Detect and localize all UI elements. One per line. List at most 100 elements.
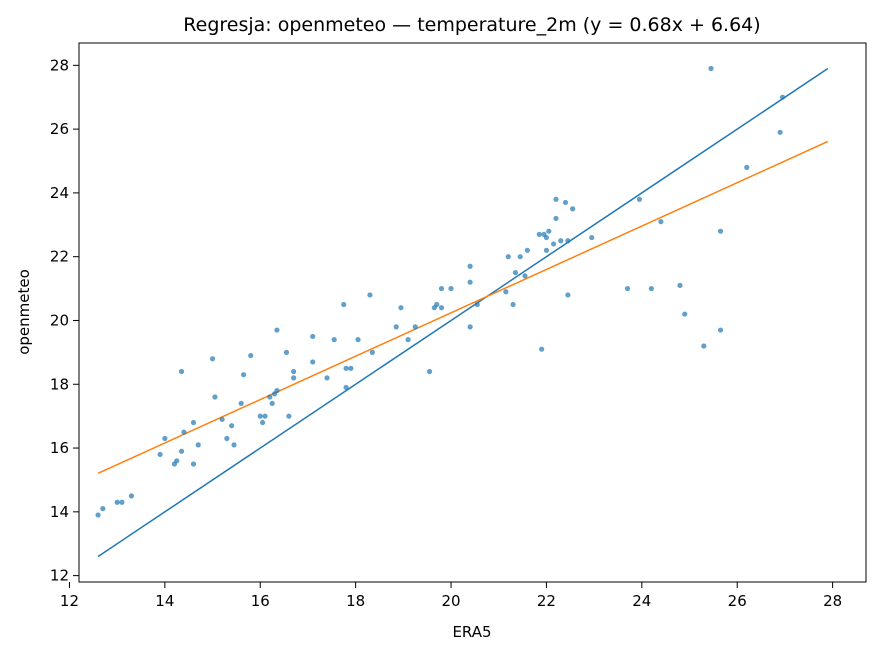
x-tick-label: 26 xyxy=(728,592,747,610)
scatter-point xyxy=(553,215,559,222)
scatter-point xyxy=(405,337,411,343)
scatter-point xyxy=(448,285,454,292)
scatter-point xyxy=(522,273,528,279)
scatter-point xyxy=(393,324,399,330)
scatter-point xyxy=(219,416,225,422)
scatter-point xyxy=(355,337,361,343)
scatter-point xyxy=(343,384,349,391)
scatter-point xyxy=(262,413,268,419)
scatter-point xyxy=(510,301,516,308)
scatter-point xyxy=(274,388,280,394)
scatter-point xyxy=(95,512,101,518)
scatter-point xyxy=(701,343,707,349)
scatter-point xyxy=(324,375,330,381)
scatter-point xyxy=(543,247,550,253)
scatter-point xyxy=(190,419,197,426)
scatter-point xyxy=(128,493,135,499)
scatter-point xyxy=(546,228,552,234)
y-tick-label: 18 xyxy=(50,375,69,393)
x-tick-label: 12 xyxy=(60,592,79,610)
plot-area xyxy=(95,65,829,558)
scatter-point xyxy=(434,301,440,308)
scatter-point xyxy=(438,285,445,292)
scatter-point xyxy=(777,129,783,135)
scatter-point xyxy=(636,196,643,202)
y-tick-label: 24 xyxy=(50,184,69,202)
scatter-point xyxy=(524,247,530,253)
scatter-point xyxy=(257,413,263,419)
scatter-point xyxy=(677,282,683,288)
scatter-point xyxy=(100,506,106,512)
y-axis-label: openmeteo xyxy=(15,269,33,355)
scatter-point xyxy=(260,419,266,426)
scatter-point xyxy=(181,429,187,435)
scatter-point xyxy=(190,461,197,467)
scatter-point xyxy=(240,372,247,378)
x-tick-label: 24 xyxy=(632,592,651,610)
scatter-point xyxy=(550,241,557,247)
scatter-point xyxy=(209,356,216,362)
scatter-point xyxy=(543,234,550,241)
scatter-point xyxy=(331,337,337,343)
scatter-point xyxy=(505,254,511,260)
scatter-point xyxy=(310,333,316,340)
scatter-point xyxy=(565,292,571,298)
scatter-point xyxy=(229,423,235,429)
scatter-point xyxy=(717,327,724,333)
identity-line xyxy=(97,67,829,558)
scatter-point xyxy=(474,301,480,308)
y-tick-label: 28 xyxy=(50,56,69,74)
scatter-point xyxy=(157,451,163,458)
scatter-point xyxy=(517,254,523,260)
scatter-point xyxy=(779,94,786,100)
x-axis-label: ERA5 xyxy=(452,623,491,641)
x-tick-label: 16 xyxy=(251,592,270,610)
regression-line xyxy=(97,140,829,474)
scatter-point xyxy=(467,324,473,330)
scatter-point xyxy=(589,234,595,241)
scatter-point xyxy=(310,359,316,365)
scatter-point xyxy=(267,394,273,400)
x-tick-label: 22 xyxy=(537,592,556,610)
y-tick-label: 12 xyxy=(50,567,69,585)
scatter-point xyxy=(343,365,349,371)
scatter-point xyxy=(348,365,354,371)
scatter-point xyxy=(195,442,201,448)
scatter-point xyxy=(367,292,373,298)
scatter-point xyxy=(658,219,664,225)
scatter-point xyxy=(291,375,297,381)
scatter-point xyxy=(553,196,559,202)
y-tick-label: 22 xyxy=(50,248,69,266)
scatter-point xyxy=(438,305,445,311)
chart-title: Regresja: openmeteo — temperature_2m (y … xyxy=(183,14,760,36)
scatter-point xyxy=(467,263,473,269)
y-tick-label: 16 xyxy=(50,439,69,457)
scatter-point xyxy=(269,400,275,406)
scatter-point xyxy=(119,499,125,505)
x-tick-label: 28 xyxy=(823,592,842,610)
scatter-point xyxy=(570,206,576,212)
y-axis: 12 14 16 18 20 22 24 26 28 xyxy=(50,56,79,585)
scatter-point xyxy=(398,305,404,311)
x-tick-label: 20 xyxy=(441,592,460,610)
plot-frame xyxy=(78,42,867,583)
scatter-point xyxy=(558,238,564,244)
y-tick-label: 20 xyxy=(50,311,69,329)
y-tick-label: 26 xyxy=(50,120,69,138)
scatter-point xyxy=(369,349,375,355)
x-tick-label: 14 xyxy=(155,592,174,610)
scatter-point xyxy=(291,368,297,375)
scatter-point xyxy=(212,394,218,400)
scatter-point xyxy=(248,352,254,359)
scatter-point xyxy=(717,228,724,234)
scatter-point xyxy=(162,435,168,442)
scatter-point xyxy=(412,324,418,330)
scatter-point xyxy=(565,238,571,244)
scatter-point xyxy=(224,435,230,442)
scatter-point xyxy=(539,346,545,352)
scatter-point xyxy=(467,279,473,285)
scatter-point xyxy=(512,270,519,276)
scatter-point xyxy=(341,301,347,308)
scatter-point xyxy=(178,448,185,454)
x-axis: 12 14 16 18 20 22 24 26 28 xyxy=(60,582,842,610)
